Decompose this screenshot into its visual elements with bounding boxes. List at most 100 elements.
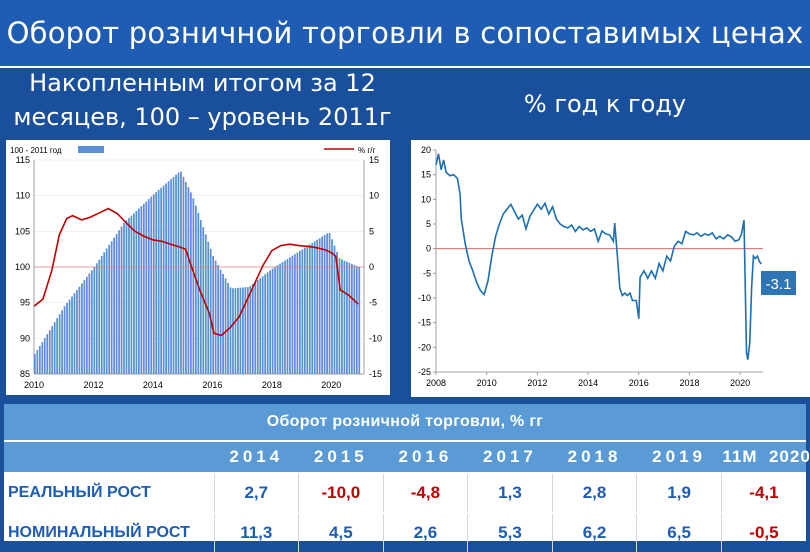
bar	[125, 220, 128, 374]
bar	[331, 239, 333, 374]
bar	[160, 187, 163, 374]
bar	[170, 179, 172, 374]
last-value-box	[761, 271, 796, 295]
y-tick-label: -25	[418, 367, 431, 377]
row-label-nominal: НОМИНАЛЬНЫЙ РОСТ	[4, 512, 214, 552]
year-cell: 2016	[383, 440, 468, 473]
bar	[251, 283, 254, 374]
bar	[207, 241, 210, 374]
bar	[58, 314, 61, 374]
value-cell: 6,2	[551, 512, 637, 552]
bar	[269, 270, 271, 374]
bar	[249, 285, 252, 374]
bar	[194, 205, 197, 374]
year-cell: 11М 2020	[721, 440, 810, 473]
yoy-red-line	[33, 207, 359, 337]
y-right-tick-label: -10	[369, 333, 382, 343]
bar	[78, 286, 81, 374]
bar	[73, 293, 76, 374]
bar	[239, 287, 242, 374]
bar	[95, 263, 98, 374]
bar	[123, 222, 125, 374]
x-tick-label: 2010	[477, 378, 497, 388]
y-right-tick-label: 15	[369, 155, 379, 165]
header-bar: Оборот розничной торговли в сопоставимых…	[0, 0, 810, 68]
bar	[167, 181, 170, 374]
bar	[232, 288, 234, 374]
bar	[219, 269, 222, 374]
x-tick-label: 2014	[578, 378, 598, 388]
year-cell: 2015	[298, 440, 384, 473]
y-right-tick-label: 0	[369, 262, 374, 272]
value-cell: 1,3	[467, 472, 553, 513]
bar	[242, 287, 244, 374]
value-cell: -4,8	[382, 472, 468, 513]
bar	[353, 264, 356, 374]
bar	[197, 212, 200, 374]
retail-table: Оборот розничной торговли, % гг 2014 201…	[4, 404, 810, 552]
bar	[142, 203, 145, 374]
bar	[38, 346, 41, 374]
last-value-label: -3.1	[766, 276, 792, 293]
bar	[301, 249, 304, 374]
right-chart-subtitle: % год к году	[523, 90, 687, 118]
bar	[115, 233, 118, 374]
x-tick-label: 2020	[321, 380, 341, 390]
year-cell: 2014	[214, 440, 299, 473]
bar	[291, 255, 294, 374]
x-tick-label: 2018	[679, 378, 699, 388]
bar	[316, 239, 319, 374]
bar	[98, 259, 101, 374]
bar	[264, 274, 267, 374]
bar	[130, 215, 133, 374]
value-cell: 5,3	[467, 512, 553, 552]
x-tick-label: 2012	[527, 378, 547, 388]
bar	[298, 250, 301, 374]
bar	[110, 241, 113, 374]
bar	[103, 252, 106, 374]
x-tick-label: 2020	[730, 378, 750, 388]
year-cell: 2019	[636, 440, 722, 473]
bar	[294, 254, 296, 374]
bar	[128, 218, 130, 374]
bar	[229, 287, 232, 374]
bar	[350, 263, 353, 374]
bar	[61, 310, 63, 374]
yoy-chart-panel: 20 15 10 5 0 -5 -10 -15 -20 -25 2008 2010 2012 2014 20…	[411, 140, 810, 397]
bar	[284, 260, 286, 374]
bar	[150, 196, 153, 374]
bar	[46, 334, 49, 374]
bar	[336, 251, 338, 374]
table-row-real: РЕАЛЬНЫЙ РОСТ 2,7 -10,0 -4,8 1,3 2,8 1,9…	[4, 472, 806, 513]
row-label-real: РЕАЛЬНЫЙ РОСТ	[4, 472, 214, 513]
table-title: Оборот розничной торговли, % гг	[4, 404, 806, 441]
bar	[180, 171, 182, 374]
bar	[355, 266, 358, 374]
bar	[63, 306, 66, 374]
cumulative-chart-panel: 85 90 95 100 105 110 115 -15 -10 -5 0 5 10 15 2010 2012…	[6, 140, 390, 395]
bar	[175, 174, 177, 374]
value-cell: 2,6	[382, 512, 468, 552]
x-tick-label: 2010	[24, 380, 44, 390]
y-left-tick-label: 85	[20, 369, 30, 379]
left-subtitle-line1: Накопленным итогом за 12	[29, 69, 376, 97]
value-cell: 6,5	[636, 512, 722, 552]
bar	[93, 267, 96, 374]
bar	[118, 230, 120, 374]
y-right-tick-label: 5	[369, 226, 374, 236]
bar	[34, 354, 36, 374]
x-tick-label: 2008	[426, 378, 446, 388]
bar	[145, 201, 148, 374]
y-tick-label: 15	[421, 170, 431, 180]
bar	[209, 248, 212, 374]
y-tick-label: 10	[421, 194, 431, 204]
bar	[43, 338, 46, 374]
bar	[281, 262, 284, 374]
bar	[358, 267, 361, 374]
bar	[157, 189, 160, 374]
bar	[113, 237, 115, 374]
bar	[343, 260, 346, 374]
bar	[182, 176, 185, 374]
bar	[296, 252, 299, 374]
